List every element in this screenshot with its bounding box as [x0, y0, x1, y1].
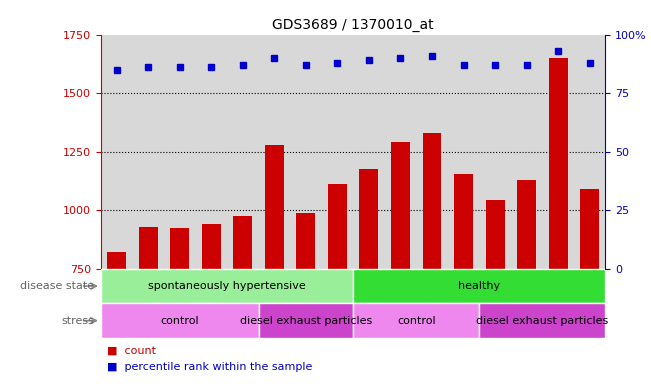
Bar: [233, 216, 252, 269]
Bar: [296, 213, 315, 269]
Bar: [322, 35, 353, 269]
Bar: [454, 174, 473, 269]
Bar: [328, 184, 347, 269]
Bar: [353, 269, 605, 303]
Title: GDS3689 / 1370010_at: GDS3689 / 1370010_at: [272, 18, 434, 32]
Bar: [385, 35, 416, 269]
Bar: [101, 269, 353, 303]
Bar: [132, 35, 164, 269]
Text: spontaneously hypertensive: spontaneously hypertensive: [148, 281, 306, 291]
Bar: [517, 180, 536, 269]
Bar: [479, 303, 605, 338]
Text: diesel exhaust particles: diesel exhaust particles: [477, 316, 609, 326]
Bar: [101, 303, 258, 338]
Bar: [448, 35, 479, 269]
Text: disease state: disease state: [20, 281, 94, 291]
Text: healthy: healthy: [458, 281, 501, 291]
Text: stress: stress: [62, 316, 94, 326]
Bar: [202, 224, 221, 269]
Bar: [580, 189, 599, 269]
Bar: [101, 35, 132, 269]
Bar: [511, 35, 542, 269]
Bar: [416, 35, 448, 269]
Bar: [542, 35, 574, 269]
Bar: [574, 35, 605, 269]
Bar: [549, 58, 568, 269]
Bar: [107, 252, 126, 269]
Bar: [164, 35, 195, 269]
Text: diesel exhaust particles: diesel exhaust particles: [240, 316, 372, 326]
Text: control: control: [397, 316, 436, 326]
Bar: [171, 228, 189, 269]
Bar: [359, 169, 378, 269]
Text: control: control: [160, 316, 199, 326]
Bar: [290, 35, 322, 269]
Text: ■  percentile rank within the sample: ■ percentile rank within the sample: [107, 362, 312, 372]
Bar: [195, 35, 227, 269]
Bar: [391, 142, 410, 269]
Bar: [486, 200, 505, 269]
Bar: [422, 133, 441, 269]
Bar: [258, 303, 353, 338]
Bar: [139, 227, 158, 269]
Text: ■  count: ■ count: [107, 345, 156, 355]
Bar: [265, 145, 284, 269]
Bar: [258, 35, 290, 269]
Bar: [353, 35, 385, 269]
Bar: [227, 35, 258, 269]
Bar: [353, 303, 479, 338]
Bar: [479, 35, 511, 269]
